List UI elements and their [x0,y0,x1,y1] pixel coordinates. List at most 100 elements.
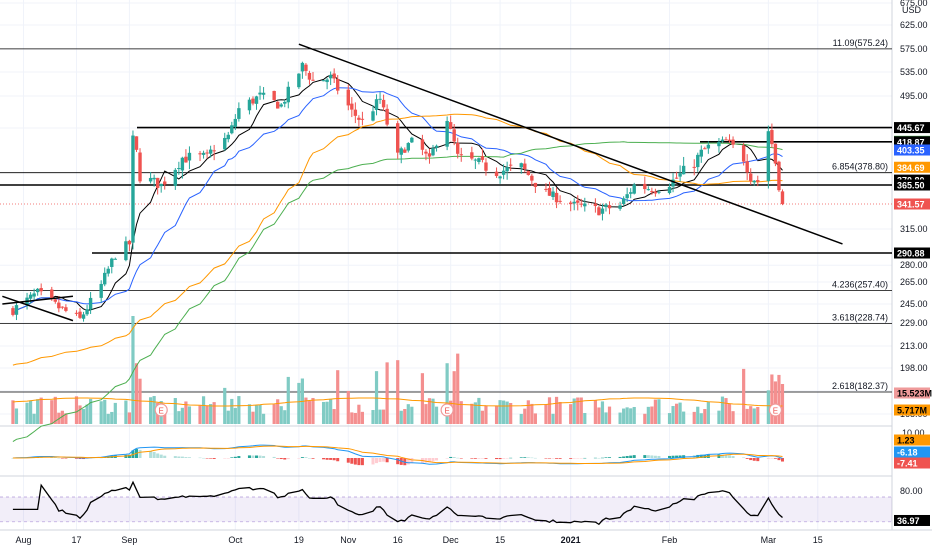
candle-body [706,144,711,149]
trendlines[interactable] [2,43,843,322]
macd-histogram-bar [608,457,612,458]
volume-bar [526,400,530,424]
volume-bar [258,404,262,424]
candle-body [212,150,216,152]
volume-bar [470,403,474,424]
candle-body [187,152,192,161]
level-label: 2.618(182.37) [832,381,888,391]
price-tag-bg [894,136,930,148]
candle-body [583,203,587,207]
volume-bar [618,412,622,424]
price-tag-bg [894,247,930,259]
price-tick-label: 575.00 [900,44,928,54]
volume-bar [233,407,237,424]
candle-body [226,134,230,140]
candle-body [452,129,456,142]
volume-bar [261,413,266,424]
volume-bar [60,410,64,424]
price-tick-label: 495.00 [900,91,928,101]
candle-body [184,156,188,163]
macd-histogram-bar [276,458,280,459]
macd-histogram-bar [452,457,456,458]
price-tick-label: 675.00 [900,0,928,8]
candle-body [381,99,386,108]
volume-bar [152,396,156,424]
macd-histogram-bar [629,455,633,458]
macd-histogram-bar [445,458,449,459]
macd-histogram-bar [74,458,78,459]
macd-histogram-bar [643,455,647,458]
macd-histogram-bar [780,458,784,462]
price-tick-label: 198.00 [900,363,928,373]
candle-body [618,205,622,209]
macd-histogram-bar [625,455,629,458]
candle-body [526,171,531,175]
macd-tag-bg [894,457,930,469]
macd-histogram-bar [459,458,463,459]
macd-histogram-bar [773,458,777,459]
macd-histogram-bar [678,455,682,458]
candle-body [177,167,181,169]
candle-body [378,98,382,100]
candle-body [173,169,178,186]
candle-body [198,153,202,155]
macd-histogram-bar [223,458,227,459]
volume-bar [745,408,749,424]
candle-body [403,149,407,153]
macd-histogram-bar [322,458,326,460]
currency-label: USD [902,5,922,15]
macd-histogram-bar [304,457,308,458]
volume-bar [127,412,132,424]
price-tag-bg [894,161,930,173]
macd-histogram-bar [752,458,756,461]
candle-body [50,289,54,299]
candle-body [674,177,679,179]
candle-body [81,314,86,319]
trendline [298,43,843,245]
macd-histogram-bar [237,456,241,458]
macd-histogram-bar [505,458,509,459]
candle-body [632,184,636,194]
volume-bar [646,406,650,424]
macd-histogram-bar [251,455,255,458]
volume-bar [103,399,107,424]
volume-bar [14,408,19,424]
ma-short-line [12,87,783,316]
volume-bar [32,413,36,424]
candle-body [431,148,435,156]
candle-body [646,189,651,191]
candle-body [307,72,312,80]
candle-body [155,177,160,188]
rsi-line [12,480,783,526]
macd-tag-bg [894,446,930,458]
macd-histogram-bar [597,457,601,459]
price-tag-bg [894,198,930,210]
volume-bar [381,409,386,424]
volume-bar [484,405,488,424]
volume-bar [420,373,425,424]
candle-body [703,148,707,150]
volume-bar [173,397,177,424]
candle-body [752,180,756,183]
price-tag: 365.50 [897,181,925,191]
macd-histogram-bar [646,455,650,458]
macd-histogram-bar [745,458,749,459]
macd-histogram-bar [177,456,181,458]
volume-bar [251,411,255,424]
volume-bar [89,398,93,424]
price-tick-label: 625.00 [900,20,928,30]
price-tags: 445.67419.79418.87403.35384.69370.80365.… [894,122,932,526]
candle-body [628,192,633,194]
volume-bar [230,398,234,424]
volume-bar [410,406,414,424]
rsi-tag: 36.97 [897,516,920,526]
candle-body [14,305,19,315]
macd-histogram-bar [526,457,530,458]
candle-body [621,198,626,204]
macd-histogram-bar [456,457,460,459]
volume-bar [201,396,206,424]
candle-body [770,130,774,145]
macd-histogram-bar [473,458,477,459]
volume-bar [307,401,312,424]
